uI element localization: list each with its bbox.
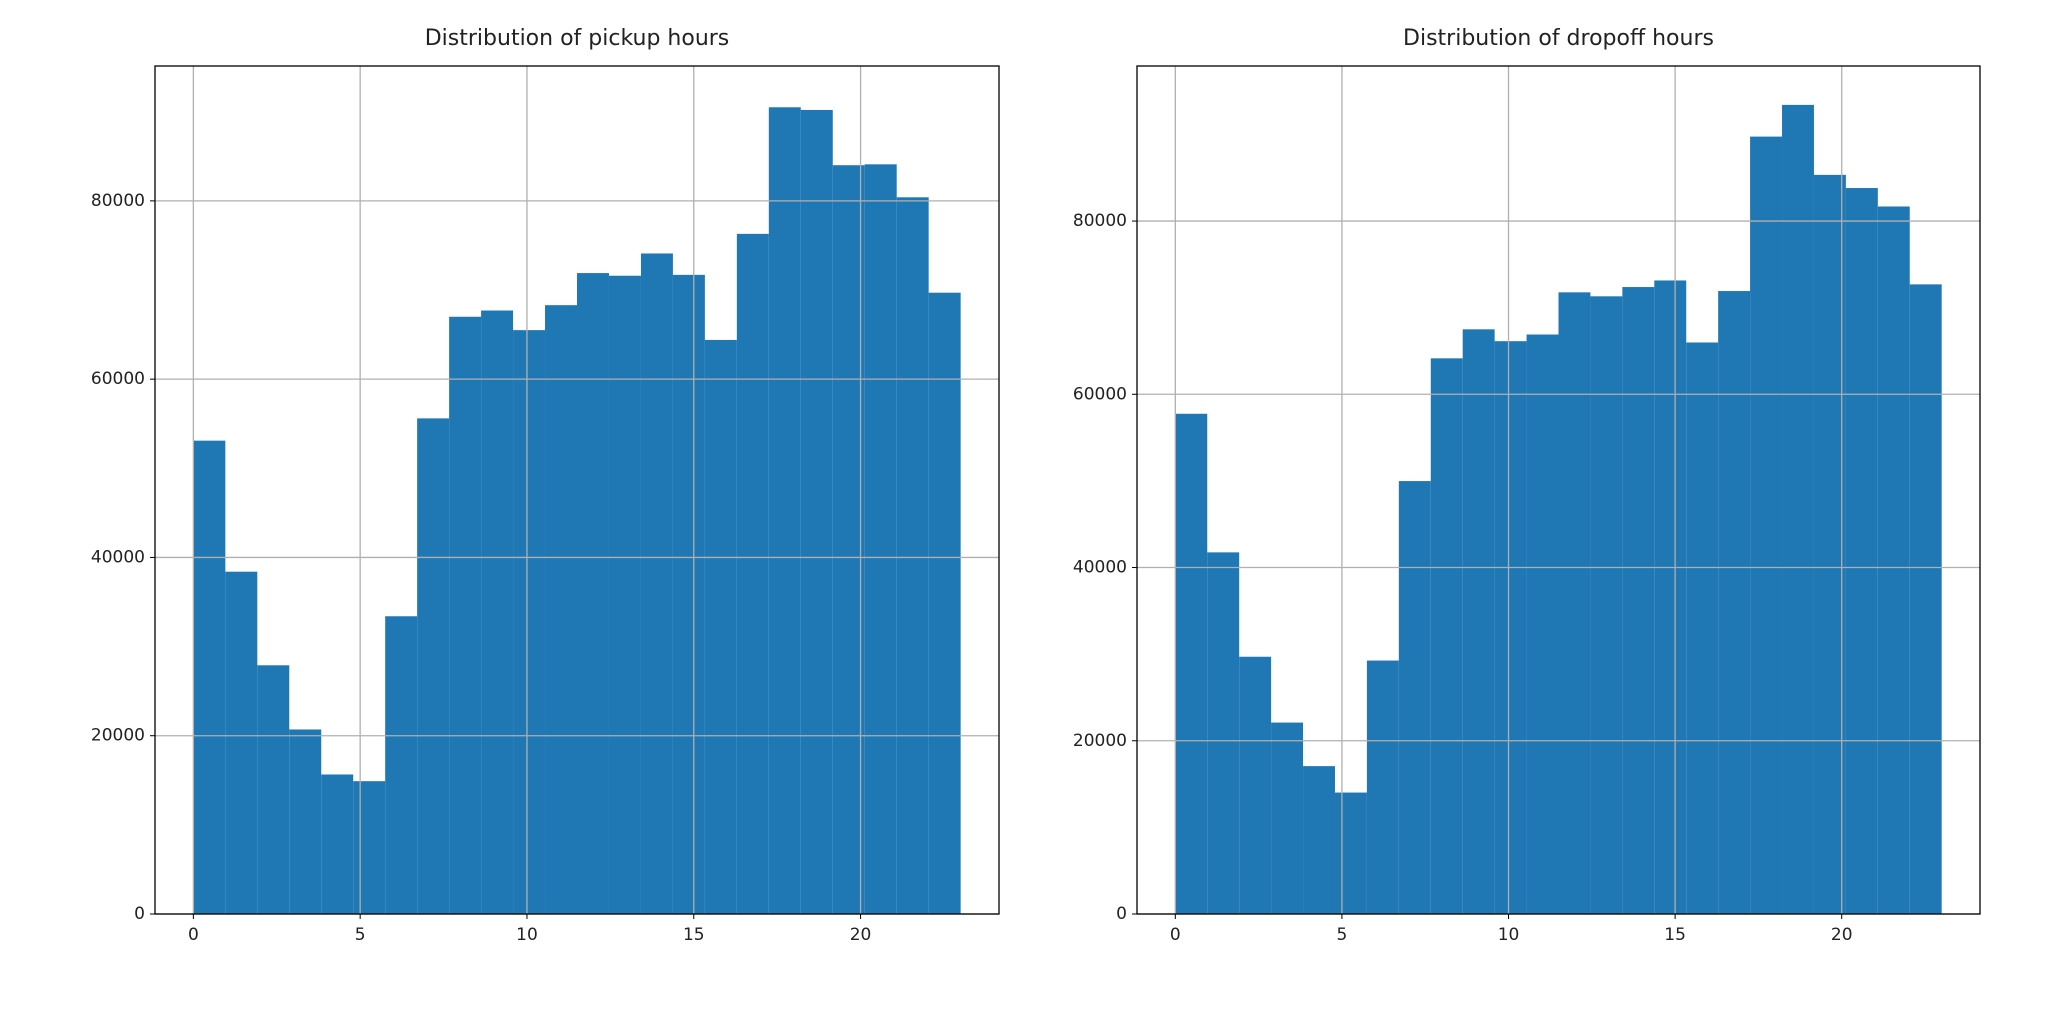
bar <box>257 665 290 914</box>
bar <box>800 109 833 915</box>
bar <box>1334 792 1367 914</box>
bar <box>353 781 386 914</box>
bar <box>896 197 929 915</box>
y-tick-label: 20000 <box>1073 731 1127 751</box>
bar <box>1239 656 1272 914</box>
bar <box>640 253 673 915</box>
bar <box>513 330 546 914</box>
bar <box>1175 413 1208 914</box>
bar <box>1207 552 1240 914</box>
axes-frame <box>1136 65 1981 915</box>
x-tick-label: 0 <box>188 925 199 945</box>
y-tick-label: 60000 <box>91 369 145 389</box>
bar <box>1590 296 1623 914</box>
bar <box>1558 292 1591 914</box>
x-tick-label: 10 <box>1498 925 1520 945</box>
bar <box>1909 284 1942 915</box>
x-tick-label: 10 <box>516 925 538 945</box>
bar <box>1877 206 1910 914</box>
y-tick-label: 80000 <box>1073 211 1127 231</box>
bar <box>1494 341 1527 914</box>
bar <box>672 274 705 914</box>
bar <box>1366 660 1399 914</box>
y-tick-label: 80000 <box>91 191 145 211</box>
bar <box>321 774 354 914</box>
bar <box>449 316 482 914</box>
bar <box>1654 280 1687 914</box>
bar <box>385 616 418 914</box>
y-tick-label: 0 <box>1116 904 1127 924</box>
bar <box>736 233 769 914</box>
bar <box>1430 358 1463 914</box>
bar <box>928 292 961 914</box>
bar <box>545 305 577 914</box>
bar <box>768 107 801 915</box>
chart-title: Distribution of pickup hours <box>425 26 730 51</box>
bar <box>1303 766 1335 914</box>
x-tick-label: 15 <box>1664 925 1686 945</box>
axes-frame <box>154 65 1000 915</box>
bar <box>1462 329 1495 914</box>
x-tick-label: 15 <box>683 925 705 945</box>
bar <box>1782 104 1814 915</box>
bar <box>1398 481 1431 914</box>
bar <box>704 339 737 915</box>
y-tick-label: 40000 <box>1073 558 1127 578</box>
y-tick-label: 0 <box>134 904 145 924</box>
x-tick-label: 20 <box>1831 925 1853 945</box>
x-tick-label: 0 <box>1170 925 1181 945</box>
x-tick-label: 5 <box>355 925 366 945</box>
y-tick-label: 60000 <box>1073 384 1127 404</box>
bar <box>608 275 641 915</box>
bar <box>225 571 258 914</box>
y-tick-label: 40000 <box>91 547 145 567</box>
bar <box>832 165 865 915</box>
bar <box>1622 287 1655 914</box>
y-tick-label: 20000 <box>91 726 145 746</box>
bar <box>1718 291 1751 915</box>
bar <box>1271 722 1304 914</box>
bar <box>577 273 609 914</box>
chart-title: Distribution of dropoff hours <box>1403 26 1714 51</box>
bar <box>864 164 897 914</box>
bar <box>1813 174 1846 915</box>
bar <box>1526 334 1559 914</box>
x-tick-label: 5 <box>1337 925 1348 945</box>
bar <box>417 418 450 914</box>
bar <box>1750 136 1783 914</box>
bar <box>289 729 322 914</box>
bar <box>481 310 514 914</box>
bar <box>1845 188 1878 915</box>
bar <box>1686 342 1719 914</box>
bar <box>193 440 226 914</box>
x-tick-label: 20 <box>850 925 872 945</box>
